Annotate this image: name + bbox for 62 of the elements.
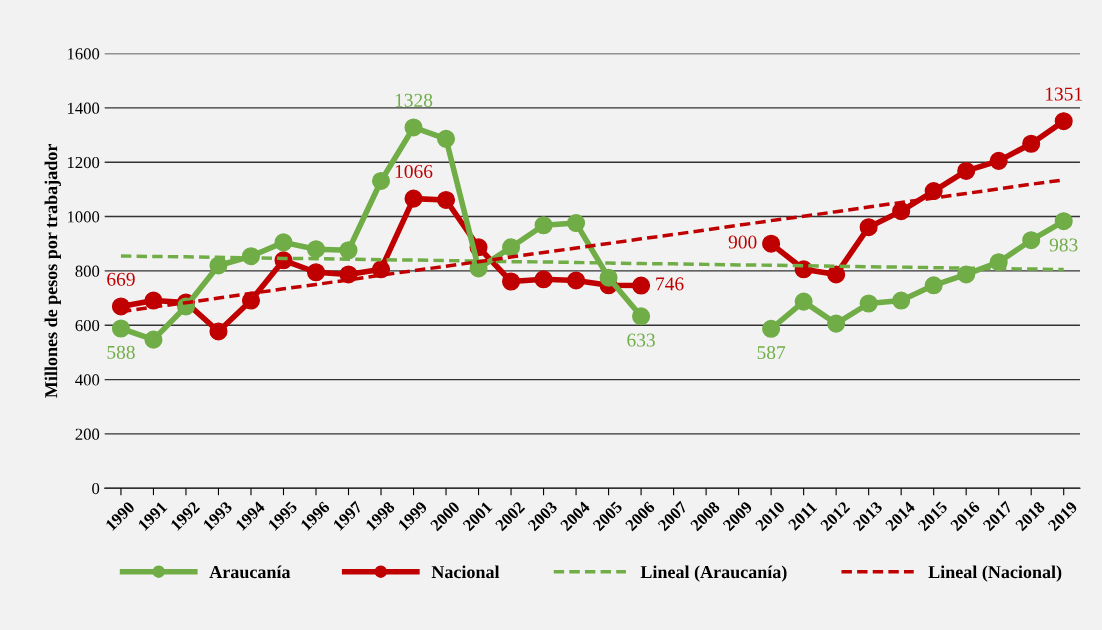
point <box>859 218 878 237</box>
y-tick-label: 1600 <box>67 48 100 60</box>
y-tick-label: 1400 <box>67 102 100 114</box>
point <box>827 265 846 284</box>
point <box>111 319 130 338</box>
data-label: 1066 <box>395 164 433 179</box>
point <box>404 189 423 208</box>
legend-label: Araucanía <box>209 565 291 579</box>
point <box>437 129 456 148</box>
point <box>502 238 521 257</box>
point <box>1022 231 1041 250</box>
y-tick-label: 600 <box>75 319 100 332</box>
point <box>632 276 651 295</box>
point <box>209 322 228 341</box>
legend-label: Nacional <box>431 565 500 579</box>
point <box>306 263 326 282</box>
point <box>1054 212 1073 231</box>
point <box>892 291 911 310</box>
legend-label: Lineal (Nacional) <box>928 565 1062 582</box>
data-label: 669 <box>107 272 135 286</box>
point <box>827 314 846 333</box>
data-label: 746 <box>656 277 684 291</box>
point <box>339 241 358 260</box>
point <box>534 216 553 235</box>
y-tick-label: 200 <box>75 428 100 440</box>
point <box>274 233 293 252</box>
point <box>306 240 326 259</box>
data-label: 900 <box>728 235 757 249</box>
point <box>632 307 651 326</box>
point <box>144 330 163 349</box>
y-axis-title: Millones de pesos por trabajador <box>44 144 61 398</box>
point <box>599 268 618 287</box>
point <box>437 190 456 210</box>
point <box>762 319 781 338</box>
point <box>209 256 228 275</box>
point <box>762 234 781 253</box>
point <box>534 270 553 289</box>
point <box>794 292 813 311</box>
y-tick-label: 1200 <box>67 156 100 169</box>
point <box>1054 112 1073 131</box>
point <box>371 171 391 190</box>
y-tick-label: 1000 <box>67 211 100 223</box>
point <box>859 294 878 313</box>
point <box>957 161 976 180</box>
y-tick-label: 800 <box>75 265 100 277</box>
point <box>567 271 586 290</box>
point <box>892 202 911 221</box>
point <box>924 276 943 295</box>
legend-label: Lineal (Araucanía) <box>640 565 787 582</box>
y-tick-label: 0 <box>92 482 100 495</box>
y-tick-label: 400 <box>75 374 100 386</box>
data-label: 1351 <box>1045 87 1082 101</box>
data-label: 983 <box>1049 238 1078 252</box>
point <box>502 272 521 291</box>
data-label: 1328 <box>395 93 433 107</box>
point <box>1022 134 1041 153</box>
data-label: 587 <box>757 346 786 360</box>
point <box>404 118 423 137</box>
point <box>567 214 586 233</box>
point <box>989 151 1008 170</box>
data-label: 633 <box>627 333 655 347</box>
data-label: 588 <box>107 345 135 359</box>
